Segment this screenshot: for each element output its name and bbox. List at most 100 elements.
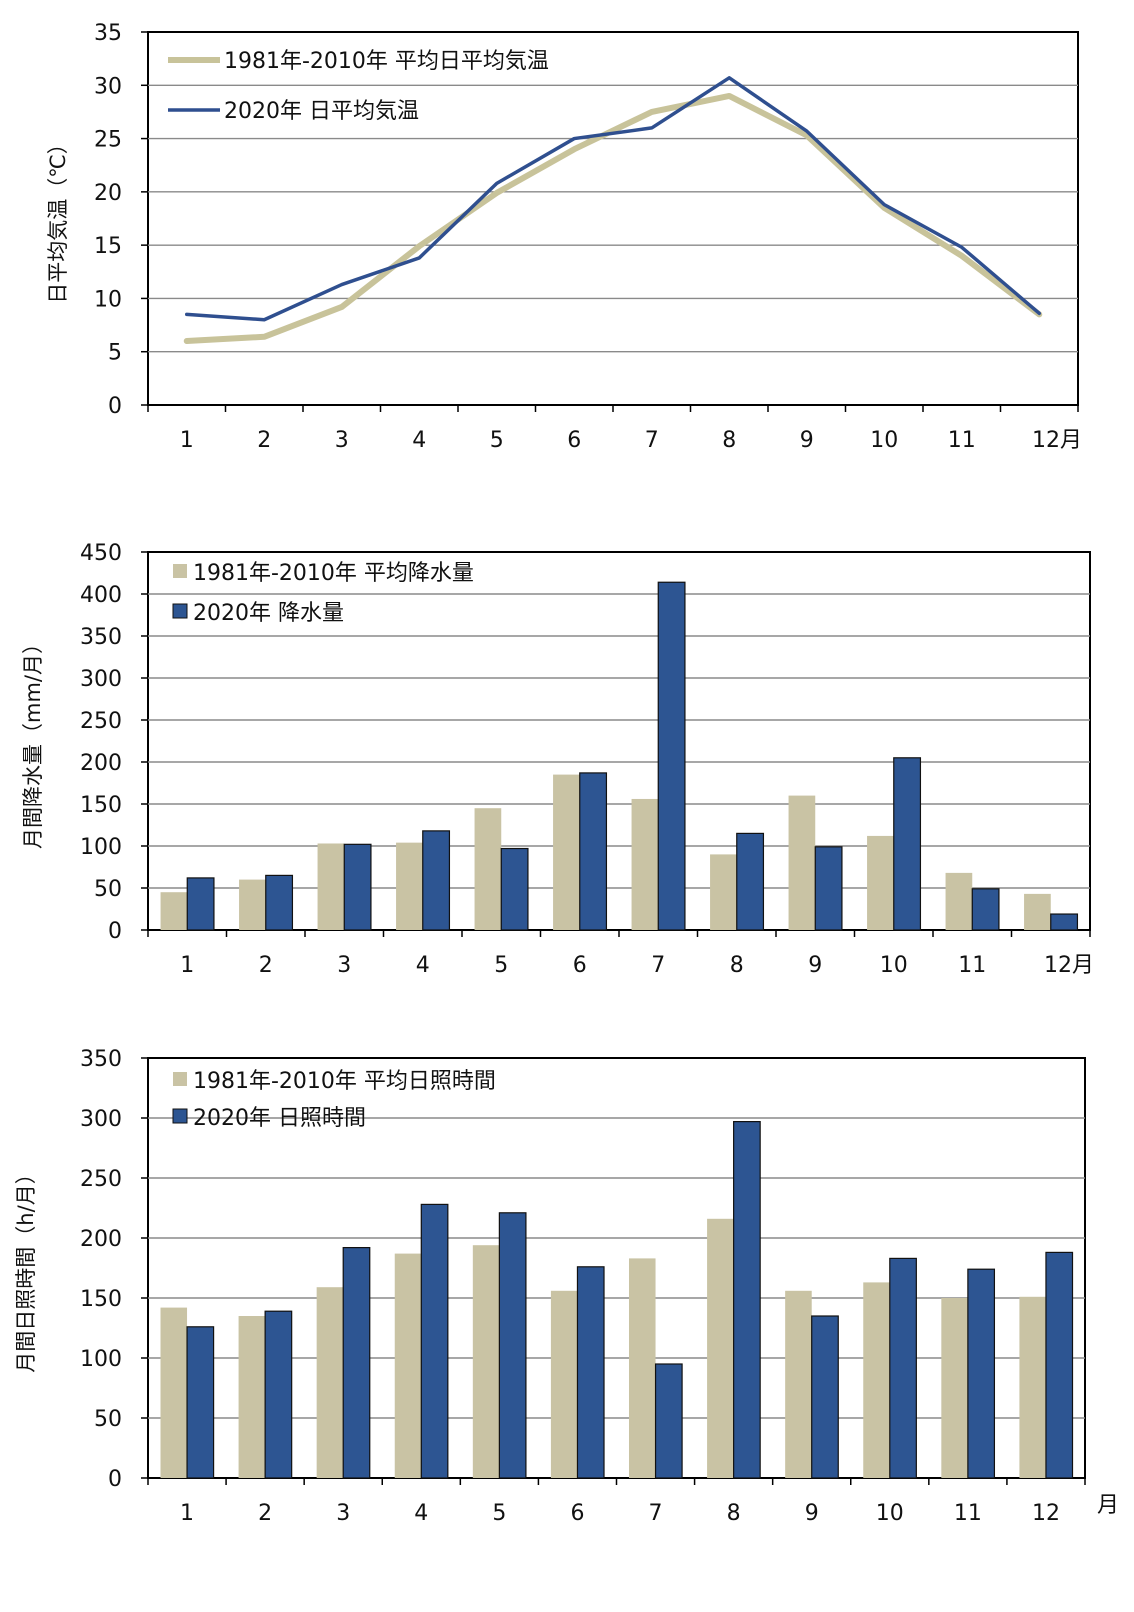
legend-swatch (172, 1108, 188, 1124)
y-tick-label: 0 (108, 394, 122, 419)
x-tick-label: 2 (258, 1501, 272, 1526)
bar-2-3 (342, 1246, 371, 1479)
bar-2-10 (889, 1257, 917, 1479)
bar-2-4 (422, 830, 451, 931)
y-tick-label: 250 (80, 1167, 122, 1192)
x-tick-label: 5 (490, 428, 504, 453)
x-tick-label: 1 (180, 953, 194, 978)
bar-2-3 (343, 843, 372, 931)
legend-entry: 2020年 日平均気温 (224, 99, 419, 124)
bar-2-7 (654, 1363, 683, 1479)
y-tick-label: 50 (94, 1407, 122, 1432)
bar-1-6 (553, 774, 580, 930)
bar-2-10 (893, 757, 922, 931)
y-tick-label: 300 (80, 1107, 122, 1132)
bar-2-11 (971, 888, 1000, 931)
x-tick-label: 5 (494, 953, 508, 978)
legend-entry: 1981年-2010年 平均日平均気温 (224, 49, 549, 74)
legend-swatch (173, 564, 187, 578)
y-tick-label: 25 (94, 128, 122, 153)
x-tick-label: 3 (336, 1501, 350, 1526)
y-tick-label: 0 (108, 1467, 122, 1492)
series-line-2 (185, 76, 1041, 322)
y-axis-label: 月間降水量（mm/月） (21, 633, 45, 849)
bar-1-5 (474, 808, 502, 930)
y-tick-label: 100 (80, 835, 122, 860)
series-line-1 (183, 92, 1043, 345)
bar-1-4 (394, 1253, 422, 1478)
bar-1-8 (710, 854, 737, 930)
y-tick-label: 30 (94, 74, 122, 99)
bar-1-6 (550, 1290, 578, 1478)
x-tick-label: 10 (870, 428, 898, 453)
bar-2-2 (264, 1310, 293, 1479)
bar-1-11 (941, 1298, 968, 1478)
y-tick-label: 350 (80, 1047, 122, 1072)
y-tick-label: 50 (94, 877, 122, 902)
y-tick-label: 350 (80, 625, 122, 650)
x-tick-label: 8 (727, 1501, 741, 1526)
bar-1-12 (1019, 1296, 1046, 1478)
legend-entry: 1981年-2010年 平均日照時間 (193, 1069, 496, 1094)
legend-swatch (173, 1072, 187, 1086)
y-tick-label: 100 (80, 1347, 122, 1372)
x-tick-label: 5 (492, 1501, 506, 1526)
bar-1-7 (631, 798, 659, 930)
legend-entry: 2020年 日照時間 (193, 1106, 366, 1131)
x-tick-label: 9 (805, 1501, 819, 1526)
x-tick-label: 10 (880, 953, 908, 978)
y-tick-label: 35 (94, 21, 122, 46)
y-tick-label: 300 (80, 667, 122, 692)
x-tick-label: 7 (649, 1501, 663, 1526)
bar-1-7 (628, 1258, 656, 1478)
y-tick-label: 150 (80, 793, 122, 818)
x-tick-label: 12月 (1032, 428, 1082, 453)
x-tick-label: 3 (335, 428, 349, 453)
x-tick-label: 6 (573, 953, 587, 978)
y-tick-label: 400 (80, 583, 122, 608)
bar-1-2 (238, 1316, 266, 1478)
x-tick-label: 12月 (1044, 953, 1094, 978)
chart-2: 0 50 100 150 200 250 300 350 400 450 1 2 3 4 5 6 7 8 9 10 11… (21, 541, 1094, 978)
x-tick-label: 2 (257, 428, 271, 453)
x-tick-label: 1 (180, 428, 194, 453)
y-tick-label: 20 (94, 181, 122, 206)
x-tick-label: 8 (722, 428, 736, 453)
bar-2-11 (967, 1268, 996, 1479)
bar-2-5 (500, 847, 529, 931)
x-tick-label: 4 (414, 1501, 428, 1526)
bar-1-3 (317, 843, 345, 930)
x-tick-label: 11 (948, 428, 976, 453)
bar-1-1 (160, 1307, 188, 1478)
x-tick-label: 9 (808, 953, 822, 978)
y-tick-label: 0 (108, 919, 122, 944)
y-tick-label: 10 (94, 287, 122, 312)
bar-2-7 (657, 581, 686, 931)
bar-2-1 (186, 877, 215, 931)
legend-entry: 2020年 降水量 (193, 601, 344, 626)
bar-1-9 (788, 795, 816, 930)
x-unit-label: 月 (1097, 1493, 1119, 1518)
legend-entry: 1981年-2010年 平均降水量 (193, 561, 474, 586)
x-tick-label: 7 (645, 428, 659, 453)
x-tick-label: 3 (337, 953, 351, 978)
bar-2-9 (814, 846, 843, 931)
bar-2-12 (1050, 913, 1079, 931)
bar-1-4 (396, 842, 423, 930)
bar-1-10 (863, 1282, 890, 1478)
x-tick-label: 8 (730, 953, 744, 978)
x-tick-label: 7 (651, 953, 665, 978)
x-tick-label: 11 (954, 1501, 982, 1526)
x-tick-label: 4 (416, 953, 430, 978)
y-tick-label: 200 (80, 1227, 122, 1252)
bar-2-8 (733, 1120, 761, 1479)
bar-1-5 (472, 1245, 500, 1478)
x-tick-label: 6 (567, 428, 581, 453)
bar-1-9 (785, 1290, 812, 1478)
y-axis-label: 月間日照時間（h/月） (14, 1163, 38, 1372)
plot-area (147, 31, 1079, 406)
legend-swatch (172, 603, 188, 619)
bar-2-1 (186, 1326, 215, 1479)
